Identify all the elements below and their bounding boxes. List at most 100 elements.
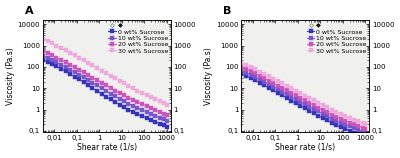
20 wt% Sucrose [302, 99, 307, 101]
0 wt% Sucrose [244, 75, 249, 77]
10 wt% Sucrose [320, 113, 325, 115]
30 wt% Sucrose [108, 75, 113, 77]
20 wt% Sucrose [307, 102, 312, 104]
20 wt% Sucrose [252, 73, 257, 74]
30 wt% Sucrose [68, 52, 72, 54]
20 wt% Sucrose [244, 68, 249, 70]
X-axis label: Shear rate (1/s): Shear rate (1/s) [76, 143, 137, 152]
10 wt% Sucrose [45, 57, 50, 59]
Line: 0 wt% Sucrose: 0 wt% Sucrose [41, 58, 168, 128]
30 wt% Sucrose [162, 102, 167, 104]
30 wt% Sucrose [298, 92, 303, 94]
10 wt% Sucrose [311, 108, 316, 110]
30 wt% Sucrose [316, 102, 320, 104]
0 wt% Sucrose [108, 98, 113, 100]
30 wt% Sucrose [40, 38, 45, 40]
20 wt% Sucrose [104, 85, 108, 86]
0 wt% Sucrose [162, 125, 167, 126]
0 wt% Sucrose [284, 97, 289, 99]
0 wt% Sucrose [148, 119, 153, 121]
0 wt% Sucrose [45, 61, 50, 63]
30 wt% Sucrose [307, 97, 312, 99]
30 wt% Sucrose [266, 75, 271, 77]
30 wt% Sucrose [239, 62, 244, 64]
20 wt% Sucrose [122, 94, 127, 96]
20 wt% Sucrose [54, 57, 58, 59]
20 wt% Sucrose [100, 82, 104, 84]
30 wt% Sucrose [100, 70, 104, 72]
0 wt% Sucrose [302, 107, 307, 109]
20 wt% Sucrose [117, 92, 122, 94]
X-axis label: Shear rate (1/s): Shear rate (1/s) [275, 143, 335, 152]
10 wt% Sucrose [126, 103, 131, 105]
30 wt% Sucrose [334, 111, 338, 113]
Y-axis label: Viscosity (Pa.s): Viscosity (Pa.s) [6, 47, 14, 105]
30 wt% Sucrose [59, 47, 64, 49]
10 wt% Sucrose [90, 82, 95, 84]
20 wt% Sucrose [293, 94, 298, 96]
0 wt% Sucrose [280, 94, 284, 96]
0 wt% Sucrose [356, 133, 361, 135]
20 wt% Sucrose [112, 90, 117, 91]
20 wt% Sucrose [298, 97, 303, 99]
20 wt% Sucrose [280, 87, 284, 89]
0 wt% Sucrose [298, 105, 303, 107]
0 wt% Sucrose [276, 92, 280, 94]
10 wt% Sucrose [248, 74, 253, 76]
20 wt% Sucrose [158, 111, 162, 113]
20 wt% Sucrose [334, 116, 338, 118]
20 wt% Sucrose [68, 64, 72, 66]
10 wt% Sucrose [63, 66, 68, 68]
20 wt% Sucrose [343, 120, 348, 122]
30 wt% Sucrose [90, 64, 95, 66]
20 wt% Sucrose [239, 66, 244, 68]
0 wt% Sucrose [104, 96, 108, 98]
Legend: ◆, 0 wt% Sucrose, 10 wt% Sucrose, 20 wt% Sucrose, 30 wt% Sucrose: ◆, 0 wt% Sucrose, 10 wt% Sucrose, 20 wt%… [107, 22, 169, 55]
0 wt% Sucrose [307, 110, 312, 112]
30 wt% Sucrose [262, 73, 267, 75]
20 wt% Sucrose [316, 107, 320, 109]
10 wt% Sucrose [131, 105, 136, 107]
10 wt% Sucrose [325, 115, 330, 117]
0 wt% Sucrose [90, 87, 95, 89]
30 wt% Sucrose [338, 113, 343, 115]
0 wt% Sucrose [248, 77, 253, 79]
0 wt% Sucrose [140, 115, 144, 117]
0 wt% Sucrose [347, 130, 352, 132]
30 wt% Sucrose [153, 98, 158, 100]
0 wt% Sucrose [126, 109, 131, 110]
30 wt% Sucrose [164, 104, 169, 106]
10 wt% Sucrose [140, 109, 144, 111]
10 wt% Sucrose [302, 103, 307, 105]
0 wt% Sucrose [135, 113, 140, 115]
0 wt% Sucrose [338, 126, 343, 128]
10 wt% Sucrose [334, 120, 338, 122]
0 wt% Sucrose [164, 126, 169, 128]
10 wt% Sucrose [307, 106, 312, 108]
10 wt% Sucrose [104, 90, 108, 92]
20 wt% Sucrose [126, 97, 131, 99]
0 wt% Sucrose [239, 73, 244, 75]
0 wt% Sucrose [77, 78, 82, 80]
20 wt% Sucrose [320, 109, 325, 111]
0 wt% Sucrose [320, 117, 325, 119]
10 wt% Sucrose [266, 83, 271, 85]
10 wt% Sucrose [40, 55, 45, 56]
20 wt% Sucrose [50, 55, 54, 56]
0 wt% Sucrose [266, 87, 271, 89]
30 wt% Sucrose [252, 68, 257, 70]
10 wt% Sucrose [298, 101, 303, 103]
30 wt% Sucrose [54, 45, 58, 47]
0 wt% Sucrose [112, 101, 117, 103]
30 wt% Sucrose [122, 82, 127, 84]
30 wt% Sucrose [271, 78, 276, 80]
20 wt% Sucrose [352, 123, 356, 125]
20 wt% Sucrose [276, 85, 280, 86]
0 wt% Sucrose [63, 70, 68, 72]
10 wt% Sucrose [50, 59, 54, 61]
30 wt% Sucrose [140, 92, 144, 94]
20 wt% Sucrose [266, 80, 271, 82]
0 wt% Sucrose [363, 136, 368, 138]
0 wt% Sucrose [153, 121, 158, 123]
0 wt% Sucrose [100, 93, 104, 95]
